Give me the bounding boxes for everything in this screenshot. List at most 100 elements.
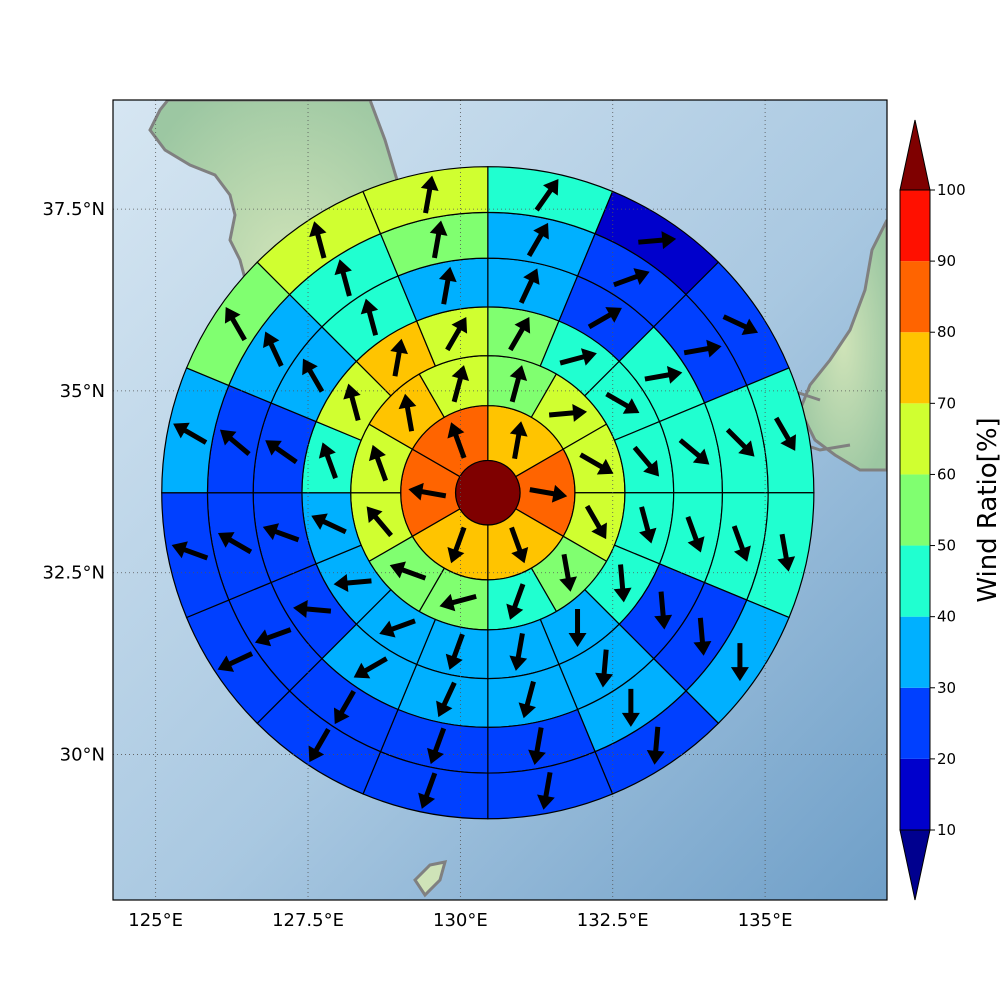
x-tick-label: 125°E: [128, 910, 183, 931]
wind-arrow-ring5-8: [427, 727, 447, 765]
wind-arrow-ring1-4: [408, 482, 447, 501]
wind-arrow-ring3-11: [311, 513, 347, 535]
x-tick-label: 135°E: [738, 910, 793, 931]
wind-arrow-ring2-7: [389, 561, 427, 581]
x-axis-ticks: 125°E 127.5°E 130°E 132.5°E 135°E: [128, 910, 792, 931]
wind-arrow-ring3-14: [390, 338, 408, 377]
wind-arrow-ring1-3: [447, 526, 467, 564]
wind-arrow-ring6-10: [217, 651, 254, 672]
wind-arrow-ring1-1: [529, 484, 568, 503]
wind-arrow-ring4-0: [518, 268, 540, 304]
wind-arrow-ring2-8: [366, 506, 393, 538]
colorbar-label: Wind Ratio[%]: [973, 417, 1000, 602]
wind-arrow-ring6-5: [730, 643, 749, 682]
colorbar-tick-label: 20: [937, 750, 956, 768]
wind-arrow-ring4-3: [678, 438, 710, 465]
wind-arrow-ring2-6: [439, 593, 477, 612]
wind-arrow-ring2-4: [559, 553, 578, 592]
y-tick-label: 32.5°N: [42, 563, 105, 584]
wind-arrow-ring6-0: [534, 178, 559, 212]
wind-arrow-ring4-10: [293, 600, 332, 618]
wind-arrow-ring4-1: [587, 307, 622, 330]
wind-arrow-ring5-15: [429, 220, 448, 259]
wind-arrow-ring3-15: [445, 317, 468, 352]
colorbar-tick-label: 100: [937, 181, 966, 199]
wind-arrow-ring2-2: [579, 452, 614, 475]
colorbar-tick-label: 60: [937, 465, 956, 483]
wind-arrow-ring4-8: [436, 681, 457, 718]
wind-arrow-ring3-1: [559, 348, 597, 366]
x-tick-label: 127.5°E: [272, 910, 344, 931]
wind-arrow-ring5-2: [683, 339, 722, 358]
wind-arrow-ring2-10: [398, 393, 417, 432]
wind-arrow-ring2-1: [548, 403, 588, 422]
wind-arrow-ring6-14: [309, 221, 327, 259]
wind-arrow-ring4-12: [265, 440, 298, 465]
wind-arrow-ring4-9: [353, 656, 388, 679]
wind-arrow-ring2-9: [368, 444, 388, 482]
wind-arrow-ring2-11: [451, 365, 470, 403]
y-tick-label: 35°N: [60, 381, 105, 402]
wind-arrow-ring1-5: [447, 422, 467, 459]
wind-arrow-ring4-7: [518, 680, 536, 719]
wind-arrow-ring5-13: [263, 331, 284, 368]
colorbar-tick-label: 90: [937, 252, 956, 270]
wind-arrow-ring3-2: [605, 391, 640, 414]
honshu-landmass: [798, 219, 887, 472]
wind-arrow-ring6-4: [777, 533, 796, 572]
colorbar-segment: [900, 474, 930, 546]
wind-arrow-ring3-3: [632, 445, 660, 477]
wind-arrow-ring3-13: [343, 383, 361, 422]
wind-arrow-ring4-5: [654, 591, 673, 630]
wind-arrow-ring1-2: [509, 526, 529, 564]
wind-arrow-ring4-11: [262, 523, 300, 543]
colorbar-tick-label: 70: [937, 394, 956, 412]
wind-arrow-ring4-4: [685, 515, 705, 553]
wind-arrow-ring4-14: [360, 298, 379, 336]
wind-arrow-ring6-2: [722, 314, 759, 335]
wind-arrow-ring3-7: [509, 632, 528, 671]
x-tick-label: 132.5°E: [577, 910, 649, 931]
wind-arrow-ring3-8: [445, 633, 465, 670]
wind-arrow-ring4-15: [438, 266, 457, 305]
wind-arrow-ring3-9: [379, 618, 416, 638]
wind-arrow-ring5-0: [526, 222, 549, 258]
wind-arrow-ring4-13: [302, 358, 325, 393]
colorbar: 10 20 30 40 50 60 70 80 90 100: [899, 119, 966, 901]
wind-arrow-ring2-5: [506, 583, 526, 620]
colorbar-segment: [900, 403, 930, 475]
colorbar-segment: [900, 545, 930, 617]
colorbar-segment: [900, 190, 930, 262]
y-axis-ticks: 37.5°N 35°N 32.5°N 30°N: [42, 199, 105, 765]
map-grid: [113, 100, 887, 900]
colorbar-tick-label: 10: [937, 821, 956, 839]
wind-arrow-ring6-15: [420, 175, 439, 214]
wind-ratio-sectors: [161, 166, 815, 820]
wind-arrow-ring5-14: [334, 259, 352, 297]
wind-arrow-ring5-1: [613, 268, 650, 288]
wind-arrow-ring2-3: [584, 504, 607, 540]
wind-arrow-ring5-5: [693, 617, 712, 656]
wind-arrow-ring3-10: [333, 574, 372, 592]
map-frame: [112, 99, 888, 901]
wind-arrow-ring6-8: [418, 772, 438, 809]
wind-arrow-ring6-9: [308, 727, 331, 763]
wind-arrow-ring5-3: [725, 427, 755, 457]
wind-arrow-ring5-10: [254, 627, 292, 647]
wind-arrow-ring6-1: [638, 231, 677, 250]
wind-arrows: [171, 175, 796, 810]
wind-arrow-ring5-11: [217, 532, 253, 555]
y-tick-label: 37.5°N: [42, 199, 105, 220]
wind-arrow-ring5-6: [621, 688, 640, 727]
wind-arrow-ring4-2: [644, 366, 683, 384]
colorbar-under-triangle: [899, 829, 931, 901]
wind-arrow-ring6-13: [224, 306, 247, 342]
wind-arrow-ring5-7: [528, 727, 546, 765]
wind-arrow-ring3-12: [318, 442, 338, 479]
colorbar-over-triangle: [899, 119, 931, 191]
wind-arrow-ring3-5: [613, 564, 632, 603]
wind-arrow-ring1-0: [509, 421, 528, 460]
wind-arrow-ring3-4: [639, 506, 657, 544]
wind-arrow-ring6-6: [646, 726, 665, 765]
